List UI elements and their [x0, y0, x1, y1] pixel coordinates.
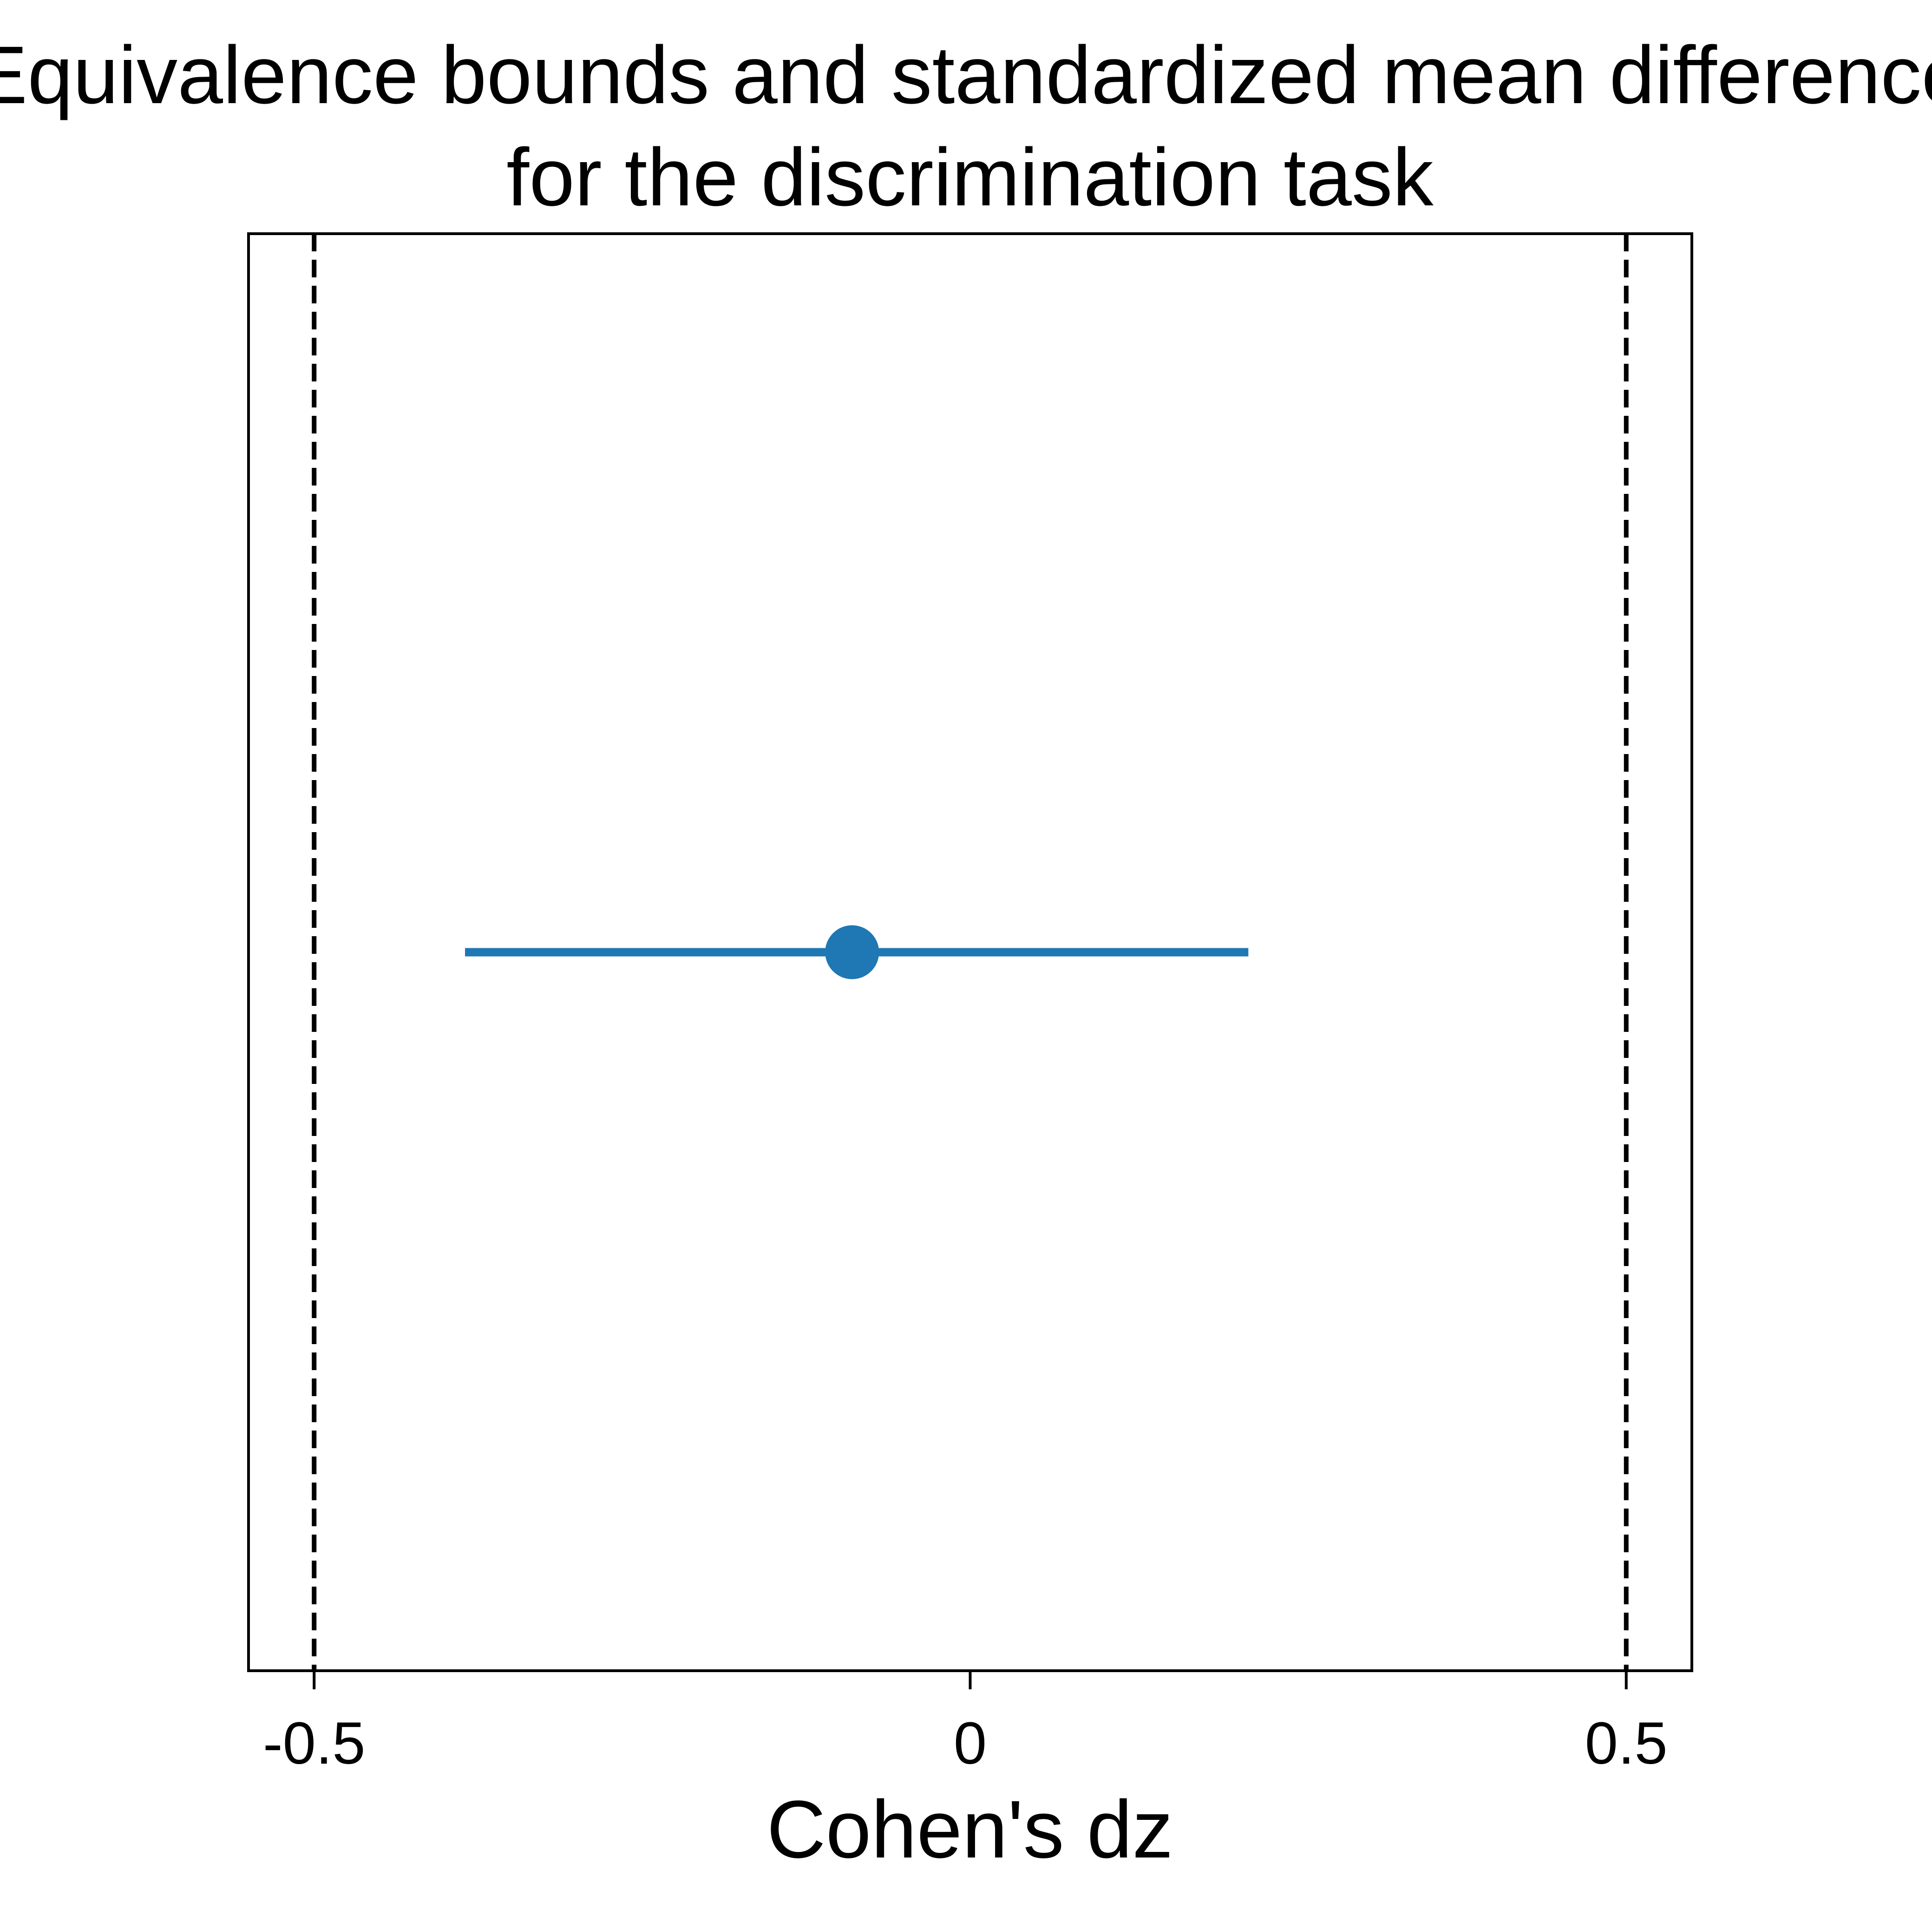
x-axis: -0.5 0 0.5: [263, 1671, 1668, 1777]
chart-title-line-2: for the discrimination task: [506, 132, 1434, 223]
plot-area: [312, 234, 1629, 1671]
x-tick-label: -0.5: [263, 1710, 366, 1777]
x-axis-label: Cohen's dz: [766, 1784, 1173, 1875]
x-tick-label: 0: [954, 1710, 987, 1777]
x-tick-label: 0.5: [1585, 1710, 1668, 1777]
point-estimate-marker: [825, 925, 879, 979]
chart-title-line-1: Equivalence bounds and standardized mean…: [0, 30, 1932, 121]
